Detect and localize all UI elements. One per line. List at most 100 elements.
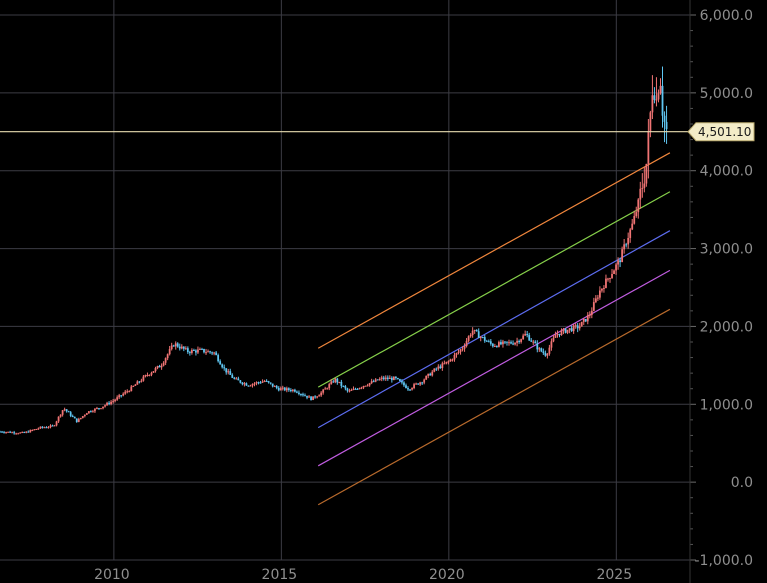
- price-tag-shape[interactable]: [687, 122, 755, 142]
- candle-body: [308, 396, 310, 398]
- candle-body: [459, 349, 462, 352]
- candle-body: [530, 340, 533, 342]
- candle-body: [265, 380, 268, 382]
- candle-body: [209, 351, 211, 353]
- candle-body: [663, 115, 666, 122]
- candle-body: [77, 419, 80, 423]
- candle-body: [106, 402, 108, 406]
- channel-line-3: [317, 269, 671, 467]
- candle-body: [598, 290, 601, 298]
- candle-body: [160, 365, 163, 368]
- candle-body: [55, 421, 58, 426]
- current-price-tag[interactable]: 4,501.10: [687, 122, 755, 142]
- candle-body: [566, 329, 569, 333]
- candle-body: [245, 383, 248, 386]
- candle-body: [13, 432, 16, 434]
- candles: [0, 66, 668, 435]
- channel-line-4: [317, 308, 671, 506]
- candle-body: [627, 237, 630, 245]
- candle-body: [550, 341, 553, 348]
- x-tick-label-1: 2015: [262, 567, 298, 583]
- candle-body: [641, 187, 644, 189]
- candle-body: [562, 328, 565, 331]
- candle-body: [344, 386, 347, 389]
- candle-body: [342, 385, 345, 387]
- candle-body: [134, 384, 137, 386]
- candle-body: [188, 352, 191, 354]
- x-tick-label-0: 2010: [94, 567, 130, 583]
- y-tick-label-2: 1,000.0: [700, 397, 753, 413]
- candle-body: [0, 431, 1, 433]
- candle-body: [368, 383, 371, 386]
- y-tick-label-4: 3,000.0: [700, 242, 753, 258]
- candle-body: [493, 345, 496, 347]
- candle-body: [592, 302, 595, 311]
- candle-body: [207, 351, 209, 353]
- candle-body: [219, 361, 222, 365]
- candle-body: [132, 385, 135, 387]
- candle-body: [227, 371, 230, 373]
- candle-body: [298, 392, 300, 394]
- candle-body: [178, 346, 181, 349]
- candle-body: [366, 385, 369, 387]
- candle-body: [647, 131, 650, 164]
- y-tick-label-5: 4,000.0: [700, 164, 753, 180]
- candle-body: [542, 351, 545, 353]
- candle-body: [229, 371, 232, 375]
- y-tick-label-1: 0.0: [731, 475, 753, 491]
- candle-body: [653, 95, 656, 100]
- candle-body: [267, 381, 270, 383]
- channel-line-0: [317, 152, 671, 349]
- candle-body: [590, 310, 593, 315]
- candle-body: [645, 163, 648, 184]
- candle-body: [625, 244, 628, 246]
- candle-body: [279, 388, 282, 391]
- candle-body: [639, 188, 642, 200]
- candle-body: [407, 388, 409, 390]
- candle-body: [281, 387, 284, 389]
- candle-body: [397, 378, 399, 380]
- candle-body: [199, 348, 201, 350]
- candle-body: [574, 325, 577, 327]
- candle-body: [489, 341, 492, 344]
- candle-body: [237, 378, 240, 381]
- candle-body: [425, 375, 428, 380]
- candle-body: [57, 416, 60, 422]
- candle-body: [544, 352, 547, 356]
- candle-body: [11, 432, 14, 434]
- candle-body: [528, 335, 531, 341]
- candle-body: [47, 427, 50, 429]
- candle-body: [43, 427, 46, 429]
- candle-body: [447, 361, 450, 363]
- y-tick-label-3: 2,000.0: [700, 319, 753, 335]
- candle-body: [302, 394, 304, 396]
- candle-body: [249, 385, 252, 387]
- candle-body: [126, 391, 129, 393]
- candle-body: [215, 352, 218, 356]
- candle-body: [475, 329, 478, 332]
- candle-body: [390, 377, 393, 381]
- candle-body: [174, 343, 177, 347]
- candle-body: [221, 364, 224, 368]
- candle-body: [166, 354, 169, 359]
- candle-body: [116, 397, 119, 400]
- x-tick-label-2: 2020: [429, 567, 465, 583]
- candle-body: [251, 384, 254, 386]
- candle-body: [108, 402, 110, 404]
- candle-body: [487, 341, 490, 343]
- candle-body: [17, 433, 20, 435]
- candle-body: [112, 400, 115, 402]
- candle-body: [87, 411, 90, 414]
- candle-body: [473, 329, 476, 331]
- candle-body: [73, 416, 76, 419]
- candle-body: [651, 95, 654, 113]
- candle-body: [506, 341, 508, 343]
- candle-body: [352, 388, 355, 390]
- candle-body: [348, 390, 351, 392]
- candle-body: [532, 341, 535, 343]
- candle-body: [399, 379, 401, 382]
- candle-body: [330, 381, 333, 385]
- candle-body: [540, 348, 543, 352]
- candle-body: [98, 408, 100, 410]
